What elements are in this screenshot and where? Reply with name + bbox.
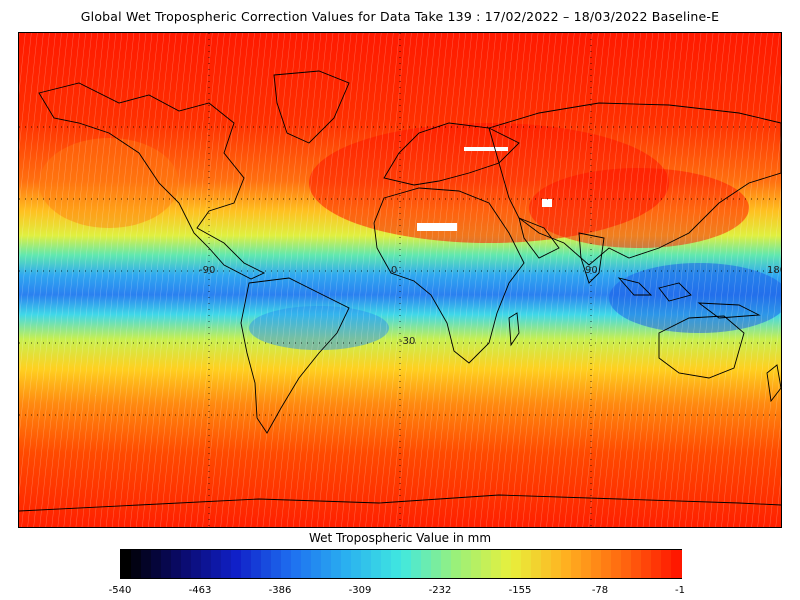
colorbar-segment: [131, 550, 142, 578]
colorbar-tick-label: -155: [508, 585, 532, 596]
colorbar-segment: [301, 550, 312, 578]
colorbar-segment: [631, 550, 642, 578]
colorbar-segment: [231, 550, 242, 578]
graticule: [19, 33, 781, 527]
colorbar-segment: [201, 550, 212, 578]
colorbar-segment: [671, 550, 682, 578]
colorbar-segment: [501, 550, 512, 578]
colorbar-tick-label: -540: [108, 585, 132, 596]
colorbar-segment: [561, 550, 572, 578]
colorbar-segment: [511, 550, 522, 578]
colorbar-segment: [571, 550, 582, 578]
colorbar-segment: [261, 550, 272, 578]
colorbar-segment: [311, 550, 322, 578]
colorbar-title: Wet Tropospheric Value in mm: [308, 531, 492, 545]
colorbar-segment: [361, 550, 372, 578]
lon-label-180: 180: [767, 265, 781, 276]
colorbar-segment: [181, 550, 192, 578]
colorbar-segment: [621, 550, 632, 578]
colorbar-segment: [441, 550, 452, 578]
colorbar-tick-label: -463: [188, 585, 212, 596]
colorbar-segment: [171, 550, 182, 578]
colorbar-segment: [551, 550, 562, 578]
data-gap: [417, 223, 457, 231]
colorbar-segment: [241, 550, 252, 578]
colorbar-segment: [541, 550, 552, 578]
colorbar-segment: [601, 550, 612, 578]
colorbar-segment: [381, 550, 392, 578]
colorbar-segment: [221, 550, 232, 578]
colorbar-segment: [341, 550, 352, 578]
colorbar-segment: [411, 550, 422, 578]
colorbar-segment: [281, 550, 292, 578]
map-title: Global Wet Tropospheric Correction Value…: [80, 9, 720, 24]
colorbar-segment: [391, 550, 402, 578]
colorbar-segment: [271, 550, 282, 578]
lat-label-0: 0: [391, 265, 398, 276]
colorbar-segment: [451, 550, 462, 578]
data-gap: [464, 147, 508, 151]
colorbar-segment: [641, 550, 652, 578]
colorbar-segment: [481, 550, 492, 578]
colorbar-segment: [521, 550, 532, 578]
colorbar: [120, 549, 682, 579]
colorbar-segment: [351, 550, 362, 578]
global-map: 0 -30 -90 90 180: [18, 32, 782, 528]
colorbar-segment: [331, 550, 342, 578]
data-gap: [542, 199, 552, 207]
colorbar-segment: [191, 550, 202, 578]
colorbar-segment: [471, 550, 482, 578]
colorbar-segment: [211, 550, 222, 578]
colorbar-segment: [291, 550, 302, 578]
lon-label-90: 90: [585, 265, 598, 276]
colorbar-segment: [161, 550, 172, 578]
colorbar-segment: [141, 550, 152, 578]
colorbar-segment: [151, 550, 162, 578]
coastlines: [19, 70, 781, 512]
colorbar-segment: [491, 550, 502, 578]
colorbar-tick-label: -386: [268, 585, 292, 596]
colorbar-segment: [251, 550, 262, 578]
colorbar-segment: [661, 550, 672, 578]
colorbar-segment: [611, 550, 622, 578]
colorbar-tick-label: -1: [675, 585, 685, 596]
lon-label-minus-90: -90: [199, 265, 216, 276]
colorbar-segment: [121, 550, 132, 578]
colorbar-tick-label: -78: [591, 585, 609, 596]
colorbar-tick-label: -309: [348, 585, 372, 596]
colorbar-segment: [401, 550, 412, 578]
lat-label-minus-30: -30: [399, 336, 416, 347]
colorbar-segment: [591, 550, 602, 578]
colorbar-segment: [531, 550, 542, 578]
colorbar-segment: [321, 550, 332, 578]
colorbar-segment: [431, 550, 442, 578]
colorbar-tick-label: -232: [428, 585, 452, 596]
colorbar-segment: [651, 550, 662, 578]
colorbar-segment: [421, 550, 432, 578]
colorbar-segment: [371, 550, 382, 578]
colorbar-segment: [581, 550, 592, 578]
colorbar-segment: [461, 550, 472, 578]
map-canvas: [19, 33, 781, 527]
